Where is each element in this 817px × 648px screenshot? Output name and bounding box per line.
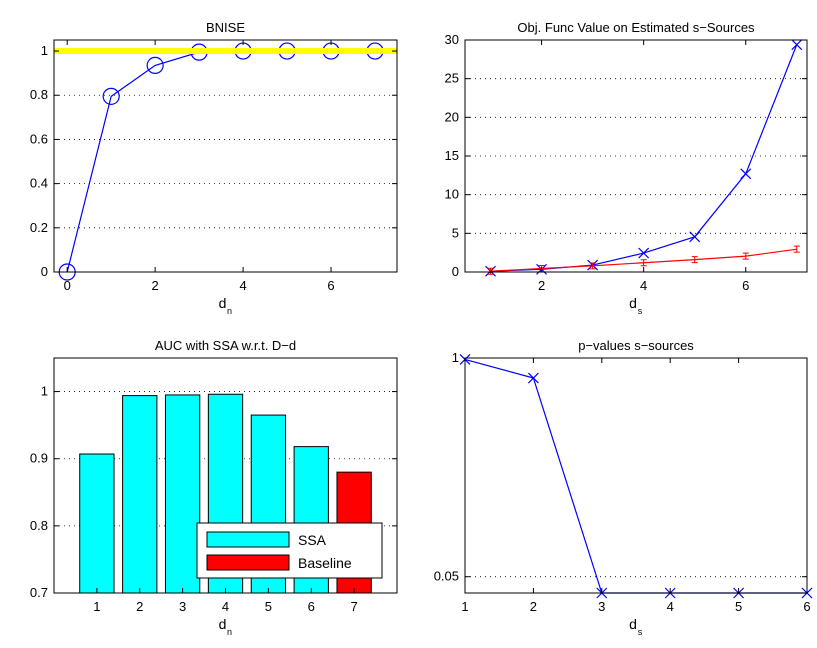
x-axis-label: d xyxy=(629,295,637,311)
x-axis-label: d xyxy=(219,295,227,311)
x-axis-label-subscript: s xyxy=(638,306,643,316)
data-point xyxy=(102,87,120,105)
bar xyxy=(122,395,158,594)
y-tick-label: 0.8 xyxy=(30,518,48,533)
error-bar xyxy=(742,252,749,260)
x-tick-label: 2 xyxy=(538,278,545,293)
y-tick-label: 0.7 xyxy=(30,585,48,600)
x-tick-label: 3 xyxy=(179,599,186,614)
data-point xyxy=(689,231,701,243)
y-tick-label: 0 xyxy=(41,264,48,279)
axes-box xyxy=(464,357,808,594)
y-tick-label: 10 xyxy=(445,187,459,202)
x-axis-label: d xyxy=(629,616,637,632)
x-tick-label: 4 xyxy=(239,278,246,293)
x-axis-label-subscript: n xyxy=(227,306,232,316)
data-point xyxy=(638,247,650,259)
data-point xyxy=(146,56,164,75)
chart-title: p−values s−sources xyxy=(578,338,694,353)
bar xyxy=(79,453,115,594)
x-tick-label: 5 xyxy=(735,599,742,614)
y-tick-label: 20 xyxy=(445,109,459,124)
y-tick-label: 30 xyxy=(445,32,459,47)
x-tick-label: 7 xyxy=(351,599,358,614)
x-tick-label: 6 xyxy=(308,599,315,614)
y-tick-label: 5 xyxy=(452,225,459,240)
x-tick-label: 6 xyxy=(803,599,810,614)
x-tick-label: 4 xyxy=(667,599,674,614)
y-tick-label: 1 xyxy=(452,350,459,365)
data-point xyxy=(791,39,803,51)
error-bar xyxy=(691,256,698,264)
y-tick-label: 0.9 xyxy=(30,451,48,466)
x-tick-label: 1 xyxy=(93,599,100,614)
x-tick-label: 1 xyxy=(461,599,468,614)
y-tick-label: 0.05 xyxy=(434,569,459,584)
chart-title: AUC with SSA w.r.t. D−d xyxy=(155,338,296,353)
legend-label: Baseline xyxy=(298,555,352,571)
data-point xyxy=(740,168,752,180)
chart-title: Obj. Func Value on Estimated s−Sources xyxy=(517,20,755,35)
x-axis-label: d xyxy=(219,616,227,632)
x-tick-label: 4 xyxy=(222,599,229,614)
y-tick-label: 25 xyxy=(445,71,459,86)
x-tick-label: 2 xyxy=(152,278,159,293)
legend-swatch xyxy=(206,531,290,548)
x-axis-label-subscript: s xyxy=(638,627,643,637)
error-bar xyxy=(793,245,800,253)
bar xyxy=(164,394,201,594)
error-bar xyxy=(589,262,596,270)
x-tick-label: 4 xyxy=(640,278,647,293)
y-tick-label: 0.6 xyxy=(30,131,48,146)
y-tick-label: 0.8 xyxy=(30,87,48,102)
x-axis-label-subscript: n xyxy=(227,627,232,637)
x-tick-label: 2 xyxy=(136,599,143,614)
y-tick-label: 1 xyxy=(41,43,48,58)
legend: SSA Baseline xyxy=(196,522,383,579)
x-tick-label: 0 xyxy=(64,278,71,293)
x-tick-label: 2 xyxy=(530,599,537,614)
x-tick-label: 6 xyxy=(742,278,749,293)
x-tick-label: 3 xyxy=(598,599,605,614)
y-tick-label: 0 xyxy=(452,264,459,279)
chart-3: AUC with SSA w.r.t. D−d 0.7 0.8 0.9 1 1 2 3 4 5 6 7… xyxy=(30,338,398,637)
chart-title: BNISE xyxy=(206,20,245,35)
plot-area xyxy=(465,358,807,593)
error-bar xyxy=(640,259,647,267)
data-point xyxy=(527,372,539,384)
chart-2: Obj. Func Value on Estimated s−Sources 0 5… xyxy=(445,20,808,316)
x-tick-label: 6 xyxy=(327,278,334,293)
y-tick-label: 1 xyxy=(41,384,48,399)
chart-1: BNISE 0 0.2 0.4 0.6 0.8 1 0 2 4 6 d n xyxy=(30,20,398,316)
x-tick-label: 5 xyxy=(265,599,272,614)
legend-label: SSA xyxy=(298,532,327,548)
y-tick-label: 0.2 xyxy=(30,220,48,235)
y-tick-label: 0.4 xyxy=(30,176,48,191)
error-bar xyxy=(487,267,494,275)
y-tick-label: 15 xyxy=(445,148,459,163)
plot-area xyxy=(54,40,397,272)
legend-swatch xyxy=(206,554,290,571)
axes-box xyxy=(53,39,398,273)
